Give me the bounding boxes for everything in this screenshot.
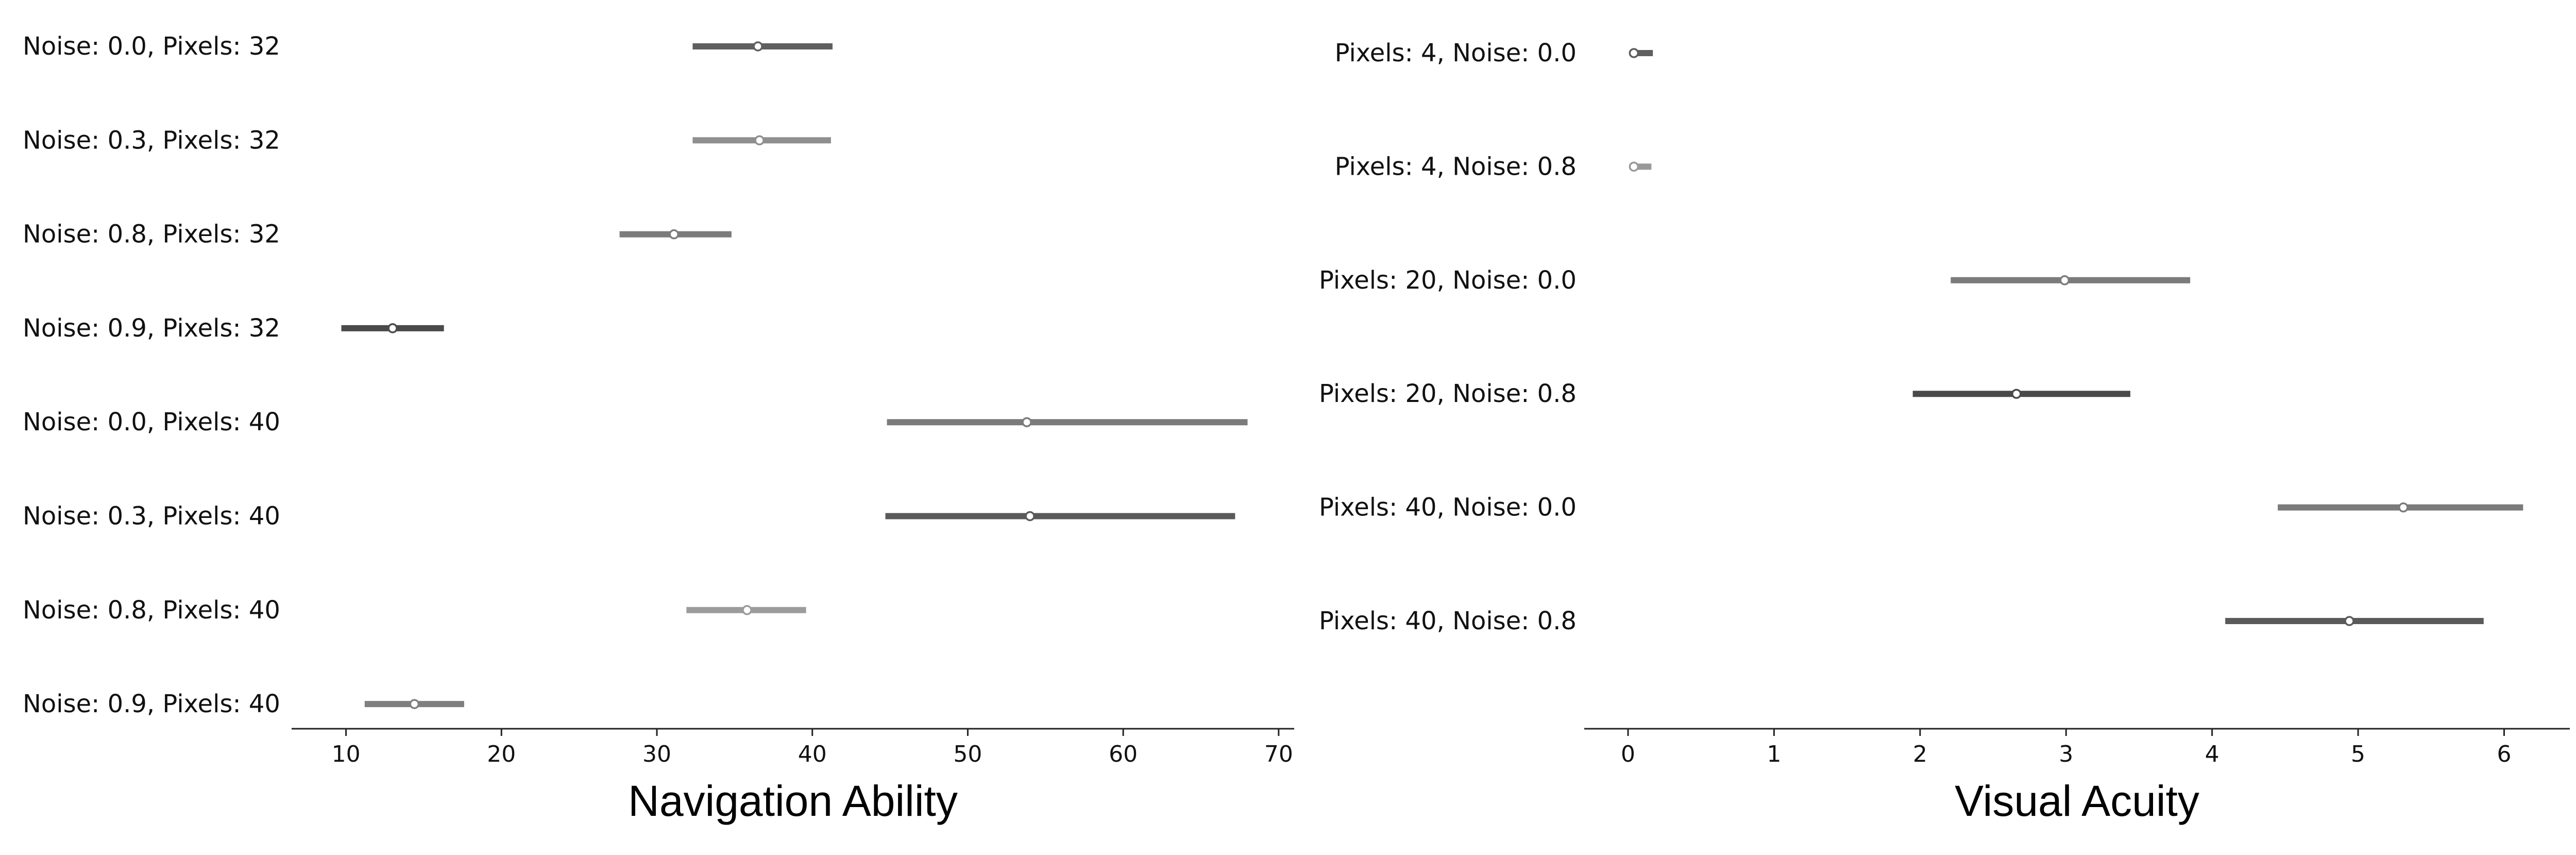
mean-point <box>2344 616 2354 626</box>
navigation-ability-panel: 10 20 30 40 50 60 70 Navigation Ability Noise: 0… <box>23 32 1294 825</box>
mean-point <box>1025 511 1035 522</box>
category-label: Noise: 0.0, Pixels: 40 <box>23 408 280 437</box>
mean-point <box>669 229 679 240</box>
category-label: Noise: 0.9, Pixels: 40 <box>23 690 280 718</box>
x-tick-label: 5 <box>2351 741 2365 767</box>
x-axis-title: Navigation Ability <box>628 777 958 825</box>
mean-point <box>2059 275 2070 286</box>
x-tick-label: 1 <box>1767 741 1781 767</box>
mean-point <box>409 699 420 709</box>
x-tick-label: 60 <box>1109 741 1138 767</box>
x-axis-title: Visual Acuity <box>1955 777 2199 825</box>
x-tick-label: 40 <box>798 741 827 767</box>
mean-point <box>2011 389 2022 399</box>
x-tick-label: 50 <box>953 741 982 767</box>
category-label: Noise: 0.3, Pixels: 40 <box>23 502 280 531</box>
x-tick-label: 4 <box>2205 741 2219 767</box>
category-label: Pixels: 20, Noise: 0.0 <box>1319 266 1577 295</box>
mean-point <box>387 323 398 333</box>
mean-point <box>742 605 752 615</box>
x-tick-label: 0 <box>1621 741 1635 767</box>
category-label: Pixels: 40, Noise: 0.8 <box>1319 607 1577 635</box>
x-tick-label: 6 <box>2497 741 2511 767</box>
category-label: Noise: 0.3, Pixels: 32 <box>23 126 280 155</box>
category-label: Noise: 0.9, Pixels: 32 <box>23 314 280 343</box>
x-tick-label: 10 <box>332 741 361 767</box>
x-tick-label: 30 <box>642 741 671 767</box>
category-label: Pixels: 4, Noise: 0.0 <box>1335 39 1577 68</box>
category-label: Noise: 0.8, Pixels: 40 <box>23 596 280 625</box>
category-label: Noise: 0.8, Pixels: 32 <box>23 220 280 249</box>
mean-point <box>1022 417 1032 427</box>
x-tick-label: 70 <box>1264 741 1293 767</box>
mean-point <box>2398 502 2409 513</box>
x-tick-label: 3 <box>2059 741 2073 767</box>
visual-acuity-panel: 0 1 2 3 4 5 6 Visual Acuity Pixels: 4, Noise: 0.… <box>1319 39 2570 825</box>
category-label: Pixels: 20, Noise: 0.8 <box>1319 379 1577 408</box>
mean-point <box>754 135 765 146</box>
mean-point <box>1629 48 1639 58</box>
mean-point <box>753 41 763 52</box>
x-tick-label: 2 <box>1913 741 1927 767</box>
category-label: Noise: 0.0, Pixels: 32 <box>23 32 280 61</box>
category-label: Pixels: 40, Noise: 0.0 <box>1319 493 1577 522</box>
mean-point <box>1629 161 1639 172</box>
category-label: Pixels: 4, Noise: 0.8 <box>1335 152 1577 181</box>
x-tick-label: 20 <box>487 741 516 767</box>
